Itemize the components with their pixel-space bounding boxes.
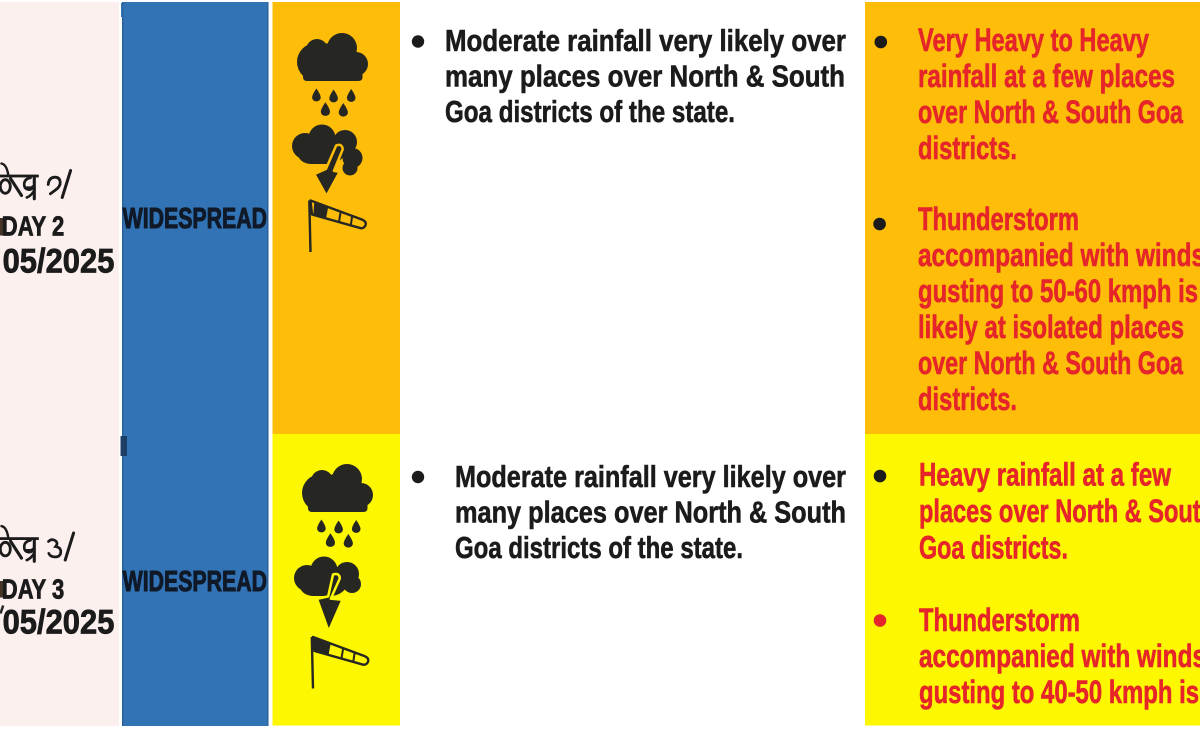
svg-text:Moderate rainfall very likely: Moderate rainfall very likely over [445, 23, 846, 58]
svg-text:accompanied with winds: accompanied with winds [919, 638, 1200, 674]
svg-text:accompanied with winds: accompanied with winds [918, 237, 1200, 273]
svg-text:DAY 2: DAY 2 [2, 211, 64, 242]
svg-text:DAY 3: DAY 3 [2, 573, 64, 604]
svg-text:Moderate rainfall very likely: Moderate rainfall very likely over [455, 459, 846, 494]
svg-text:Very Heavy to Heavy: Very Heavy to Heavy [918, 22, 1149, 58]
svg-text:over North & South Goa: over North & South Goa [918, 94, 1183, 130]
svg-text:districts.: districts. [918, 381, 1017, 417]
svg-text:over North & South Goa: over North & South Goa [918, 345, 1183, 381]
svg-text:Heavy rainfall at a few: Heavy rainfall at a few [919, 457, 1171, 493]
svg-text:Thunderstorm: Thunderstorm [919, 602, 1080, 638]
svg-text:WIDESPREAD: WIDESPREAD [123, 203, 267, 235]
svg-text:Goa districts of the state.: Goa districts of the state. [455, 530, 743, 565]
svg-text:many places over North & South: many places over North & South [455, 495, 846, 530]
svg-text:05/2025: 05/2025 [3, 604, 115, 642]
svg-text:05/2025: 05/2025 [3, 242, 115, 280]
svg-text:places over North & South: places over North & South [919, 493, 1200, 529]
svg-text:districts.: districts. [918, 130, 1017, 166]
svg-text:WIDESPREAD: WIDESPREAD [123, 566, 267, 598]
svg-text:Thunderstorm: Thunderstorm [918, 201, 1079, 237]
svg-text:gusting to 50-60 kmph is: gusting to 50-60 kmph is [918, 273, 1198, 309]
svg-text:gusting to 40-50 kmph is: gusting to 40-50 kmph is [919, 674, 1199, 710]
svg-text:likely at isolated places: likely at isolated places [918, 309, 1184, 345]
svg-text:many places over North & South: many places over North & South [445, 59, 845, 94]
svg-text:Goa districts.: Goa districts. [919, 530, 1068, 566]
svg-text:Goa districts of the state.: Goa districts of the state. [445, 94, 735, 129]
svg-text:rainfall at a few places: rainfall at a few places [918, 58, 1175, 94]
